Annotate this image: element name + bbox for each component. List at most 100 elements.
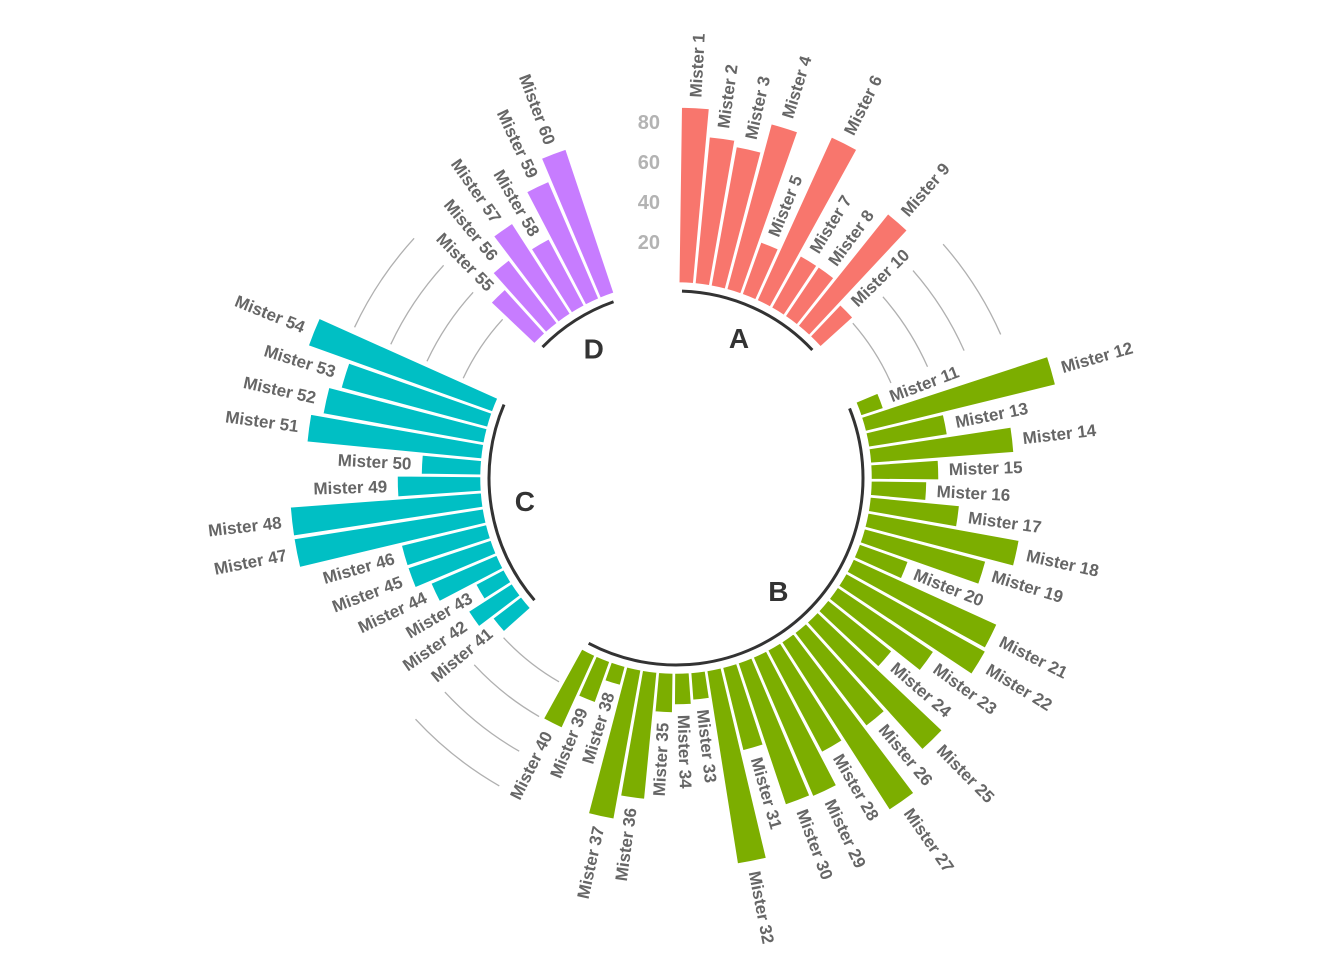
y-tick-label: 20 — [638, 232, 660, 254]
bar-label: Mister 14 — [1022, 421, 1098, 448]
group-label-c: C — [515, 486, 535, 517]
y-tick-label: 80 — [638, 112, 660, 134]
bar-mister-2 — [694, 135, 736, 287]
bar-label: Mister 52 — [242, 373, 318, 407]
bar-mister-13 — [864, 413, 949, 449]
bar-label: Mister 16 — [936, 482, 1011, 505]
grid-arc-60 — [444, 691, 520, 752]
bar-mister-10 — [809, 303, 855, 349]
bar-label: Mister 47 — [212, 546, 288, 579]
bar-mister-56 — [491, 258, 559, 334]
bar-mister-12 — [860, 355, 1057, 433]
y-tick-label: 60 — [638, 152, 660, 174]
bar-mister-53 — [339, 361, 494, 429]
bar-mister-32 — [705, 666, 768, 866]
bar-mister-59 — [525, 180, 601, 307]
bar-label: Mister 36 — [612, 807, 641, 883]
bar-mister-8 — [783, 265, 836, 327]
bar-mister-42 — [467, 582, 522, 628]
bar-label: Mister 12 — [1059, 338, 1135, 377]
grid-arc-40 — [882, 296, 929, 368]
bar-mister-37 — [587, 665, 643, 821]
bar-label: Mister 49 — [313, 477, 387, 498]
bar-label: Mister 35 — [650, 722, 673, 797]
bar-mister-28 — [766, 641, 844, 754]
bar-mister-3 — [709, 145, 763, 291]
bar-mister-19 — [858, 527, 987, 586]
bar-label: Mister 1 — [686, 33, 708, 98]
bar-mister-33 — [689, 669, 711, 702]
group-label-a: A — [729, 323, 749, 354]
bar-mister-58 — [529, 237, 586, 315]
bar-mister-46 — [400, 523, 492, 568]
bar-mister-35 — [653, 671, 675, 714]
bar-mister-57 — [492, 222, 572, 324]
bar-label: Mister 18 — [1024, 546, 1100, 580]
bar-mister-38 — [603, 660, 627, 687]
bar-mister-14 — [867, 426, 1015, 465]
bar-label: Mister 4 — [778, 53, 815, 121]
bar-label: Mister 48 — [207, 513, 282, 540]
bar-mister-49 — [396, 475, 483, 498]
bar-mister-27 — [780, 632, 916, 812]
bar-mister-26 — [793, 622, 886, 728]
group-base-b — [587, 407, 865, 667]
grid-arc-20 — [462, 318, 504, 379]
bar-mister-7 — [770, 254, 819, 317]
bar-mister-5 — [740, 240, 780, 302]
bar-mister-16 — [869, 479, 928, 502]
bar-mister-11 — [854, 391, 885, 418]
grid-arc-80 — [415, 718, 500, 787]
group-base-d — [541, 300, 615, 349]
bar-label: Mister 9 — [897, 159, 953, 220]
group-label-d: D — [584, 334, 604, 365]
bar-mister-43 — [474, 568, 513, 601]
bar-mister-34 — [673, 671, 693, 706]
y-tick-label-layer: 20 40 60 80 — [638, 112, 660, 254]
grid-arc-80 — [942, 243, 1002, 335]
bar-mister-9 — [796, 212, 909, 337]
bar-label: Mister 6 — [840, 72, 886, 138]
bar-mister-24 — [817, 598, 894, 669]
y-tick-label: 40 — [638, 192, 660, 214]
bar-mister-44 — [429, 553, 505, 603]
bar-label: Mister 32 — [745, 870, 778, 946]
bar-mister-18 — [863, 511, 1021, 568]
bar-label: Mister 15 — [949, 458, 1023, 479]
group-base-layer: A B C D — [487, 289, 865, 667]
grid-arc-40 — [426, 291, 474, 362]
bar-label: Mister 19 — [989, 567, 1065, 607]
bar-layer — [289, 106, 1057, 866]
bar-mister-40 — [542, 647, 597, 730]
bar-mister-17 — [867, 496, 961, 528]
bar-label: Mister 25 — [933, 741, 998, 807]
bar-mister-31 — [721, 662, 765, 752]
grid-arc-60 — [912, 270, 965, 351]
bar-mister-55 — [489, 287, 547, 345]
grid-layer — [353, 237, 1002, 787]
grid-arc-60 — [390, 264, 445, 345]
bar-label: Mister 2 — [714, 63, 741, 129]
bar-mister-15 — [869, 459, 940, 481]
bar-mister-23 — [827, 585, 935, 673]
grid-arc-80 — [353, 237, 415, 328]
bar-label: Mister 51 — [224, 407, 300, 436]
bar-label: Mister 37 — [574, 825, 608, 901]
group-base-c — [487, 404, 536, 602]
bar-mister-20 — [852, 542, 910, 580]
bar-label: Mister 34 — [674, 715, 695, 790]
group-base-a — [681, 289, 814, 352]
bar-mister-52 — [321, 386, 489, 445]
bar-mister-4 — [725, 122, 799, 296]
grid-arc-20 — [503, 637, 560, 683]
group-label-b: B — [768, 576, 788, 607]
bar-mister-6 — [755, 135, 859, 309]
bar-label: Mister 54 — [232, 292, 308, 337]
bar-mister-1 — [677, 106, 711, 285]
bar-mister-22 — [837, 572, 987, 676]
bar-mister-50 — [420, 454, 483, 477]
grid-arc-20 — [852, 322, 892, 384]
bar-mister-39 — [577, 654, 612, 704]
